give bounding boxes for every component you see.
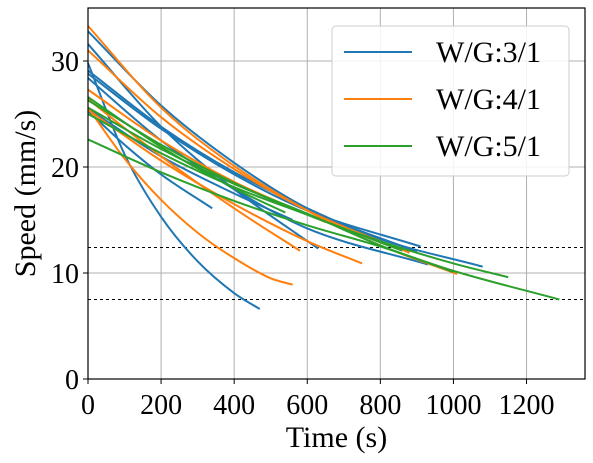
y-tick-label: 20 <box>51 153 79 184</box>
series-line-2-3 <box>87 108 363 265</box>
series-line-2-5 <box>87 49 410 254</box>
series-line-1-2 <box>87 110 213 210</box>
series-line-3-2 <box>87 138 560 301</box>
x-tick-label: 600 <box>286 390 328 421</box>
y-tick-label: 30 <box>51 47 79 78</box>
reference-lines <box>88 247 585 300</box>
x-tick-label: 1200 <box>499 390 555 421</box>
legend-label: W/G:3/1 <box>436 36 541 69</box>
plot-frame <box>87 7 586 380</box>
y-axis-ticks: 0 10 20 30 <box>51 47 88 396</box>
x-tick-label: 200 <box>140 390 182 421</box>
legend: W/G:3/1 W/G:4/1 W/G:5/1 <box>331 25 570 177</box>
legend-box <box>331 25 570 177</box>
series-curves <box>87 25 560 310</box>
series-line-3-3 <box>87 106 454 273</box>
series-line-3-5 <box>87 96 286 214</box>
x-axis-ticks: 0 200 400 600 800 1000 1200 <box>81 379 555 421</box>
series-line-1-4 <box>87 72 421 248</box>
legend-label: W/G:4/1 <box>436 83 541 116</box>
series-line-1-3 <box>87 43 319 250</box>
y-tick-label: 0 <box>65 365 79 396</box>
x-tick-label: 400 <box>213 390 255 421</box>
legend-label: W/G:5/1 <box>436 130 541 163</box>
x-tick-label: 0 <box>81 390 95 421</box>
x-axis-label: Time (s) <box>286 421 387 454</box>
y-axis-label: Speed (mm/s) <box>9 110 42 277</box>
series-line-2-1 <box>87 107 293 286</box>
x-tick-label: 1000 <box>425 390 481 421</box>
y-tick-label: 10 <box>51 259 79 290</box>
x-tick-label: 800 <box>359 390 401 421</box>
